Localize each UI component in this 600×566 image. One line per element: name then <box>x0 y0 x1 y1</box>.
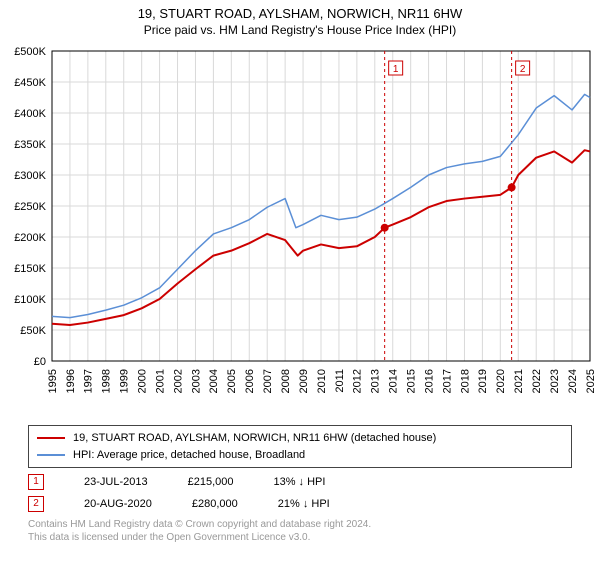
marker-date-1: 23-JUL-2013 <box>84 476 148 488</box>
svg-text:£350K: £350K <box>14 139 46 151</box>
svg-text:£100K: £100K <box>14 294 46 306</box>
line-chart: £0 £50K £100K £150K £200K £250K £300K £350K £400… <box>0 41 600 421</box>
svg-text:2009: 2009 <box>298 369 310 393</box>
svg-text:2020: 2020 <box>495 369 507 393</box>
markers-table: 1 23-JUL-2013 £215,000 13% ↓ HPI 2 20-AU… <box>28 474 572 512</box>
legend: 19, STUART ROAD, AYLSHAM, NORWICH, NR11 … <box>28 425 572 468</box>
svg-text:1996: 1996 <box>65 369 77 393</box>
svg-text:2010: 2010 <box>316 369 328 393</box>
svg-text:1: 1 <box>393 64 399 75</box>
legend-label-hpi: HPI: Average price, detached house, Broa… <box>73 447 305 464</box>
marker-row-2: 2 20-AUG-2020 £280,000 21% ↓ HPI <box>28 496 572 512</box>
svg-text:£0: £0 <box>34 356 46 368</box>
svg-text:2023: 2023 <box>549 369 561 393</box>
svg-text:£250K: £250K <box>14 201 46 213</box>
svg-text:2002: 2002 <box>172 369 184 393</box>
svg-text:1997: 1997 <box>83 369 95 393</box>
legend-item-hpi: HPI: Average price, detached house, Broa… <box>37 447 563 464</box>
svg-text:£450K: £450K <box>14 77 46 89</box>
marker-vs-hpi-1: 13% ↓ HPI <box>273 476 325 488</box>
svg-text:2011: 2011 <box>334 369 346 393</box>
svg-text:2000: 2000 <box>137 369 149 393</box>
svg-text:2021: 2021 <box>513 369 525 393</box>
svg-text:£50K: £50K <box>20 325 46 337</box>
svg-text:2017: 2017 <box>441 369 453 393</box>
svg-text:2006: 2006 <box>244 369 256 393</box>
marker-badge-2: 2 <box>28 496 44 512</box>
svg-text:2019: 2019 <box>477 369 489 393</box>
marker-price-1: £215,000 <box>188 476 234 488</box>
svg-text:2012: 2012 <box>352 369 364 393</box>
legend-item-property: 19, STUART ROAD, AYLSHAM, NORWICH, NR11 … <box>37 430 563 447</box>
legend-swatch-hpi <box>37 454 65 456</box>
marker-vs-hpi-2: 21% ↓ HPI <box>278 498 330 510</box>
svg-text:2024: 2024 <box>567 369 579 393</box>
svg-text:2008: 2008 <box>280 369 292 393</box>
marker-row-1: 1 23-JUL-2013 £215,000 13% ↓ HPI <box>28 474 572 490</box>
footnote: Contains HM Land Registry data © Crown c… <box>28 518 572 544</box>
svg-text:2022: 2022 <box>531 369 543 393</box>
footnote-line-1: Contains HM Land Registry data © Crown c… <box>28 518 572 531</box>
svg-text:2025: 2025 <box>585 369 597 393</box>
svg-text:£300K: £300K <box>14 170 46 182</box>
svg-text:1998: 1998 <box>101 369 113 393</box>
legend-label-property: 19, STUART ROAD, AYLSHAM, NORWICH, NR11 … <box>73 430 436 447</box>
svg-text:2: 2 <box>520 64 526 75</box>
svg-text:£400K: £400K <box>14 108 46 120</box>
marker-badge-1: 1 <box>28 474 44 490</box>
svg-text:£500K: £500K <box>14 46 46 58</box>
svg-text:2007: 2007 <box>262 369 274 393</box>
marker-date-2: 20-AUG-2020 <box>84 498 152 510</box>
svg-text:£150K: £150K <box>14 263 46 275</box>
svg-text:2003: 2003 <box>190 369 202 393</box>
svg-text:£200K: £200K <box>14 232 46 244</box>
chart-subtitle: Price paid vs. HM Land Registry's House … <box>0 23 600 37</box>
container: 19, STUART ROAD, AYLSHAM, NORWICH, NR11 … <box>0 6 600 566</box>
svg-text:2013: 2013 <box>370 369 382 393</box>
svg-text:2001: 2001 <box>154 369 166 393</box>
svg-text:2018: 2018 <box>459 369 471 393</box>
svg-text:1995: 1995 <box>47 369 59 393</box>
svg-text:1999: 1999 <box>119 369 131 393</box>
svg-text:2004: 2004 <box>208 369 220 393</box>
svg-text:2005: 2005 <box>226 369 238 393</box>
legend-swatch-property <box>37 437 65 439</box>
chart-area: £0 £50K £100K £150K £200K £250K £300K £350K £400… <box>0 41 600 421</box>
marker-price-2: £280,000 <box>192 498 238 510</box>
svg-text:2016: 2016 <box>423 369 435 393</box>
chart-title: 19, STUART ROAD, AYLSHAM, NORWICH, NR11 … <box>0 6 600 21</box>
svg-text:2014: 2014 <box>388 369 400 393</box>
footnote-line-2: This data is licensed under the Open Gov… <box>28 531 572 544</box>
svg-text:2015: 2015 <box>406 369 418 393</box>
